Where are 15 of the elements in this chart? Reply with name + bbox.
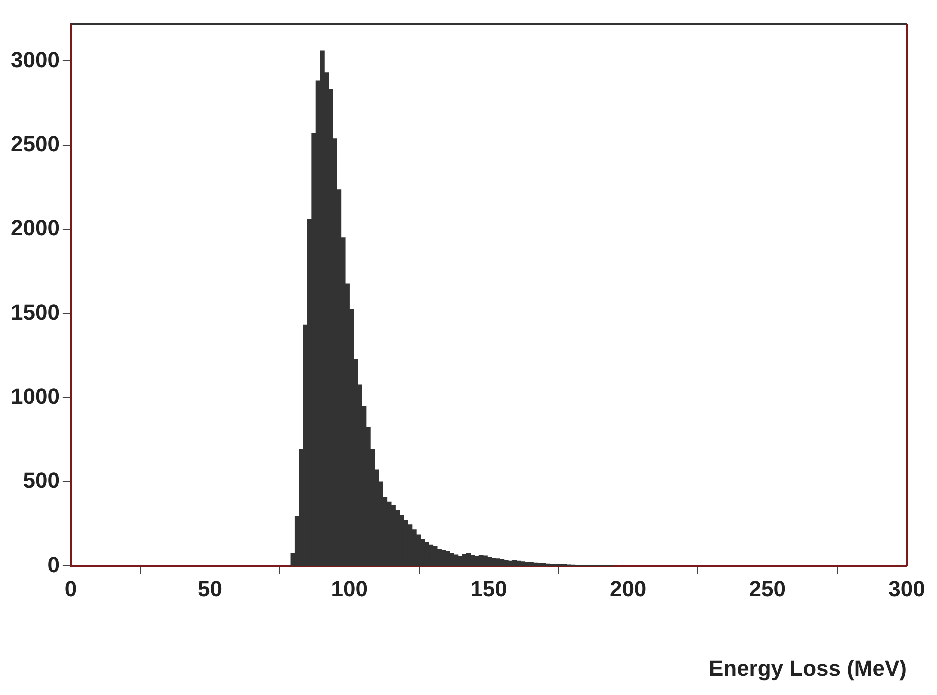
- x-tick-label: 250: [749, 576, 786, 602]
- x-axis-title: Energy Loss (MeV): [708, 656, 907, 681]
- y-tick-label: 1000: [10, 384, 60, 409]
- x-tick-label: 100: [331, 576, 368, 602]
- x-tick-label: 300: [888, 576, 926, 602]
- x-tick-label: 0: [64, 576, 78, 602]
- x-tick-label: 50: [198, 576, 223, 602]
- y-tick-label: 2500: [10, 131, 60, 156]
- y-tick-label: 2000: [10, 216, 60, 241]
- y-tick-label: 3000: [10, 47, 60, 72]
- y-tick-label: 1500: [10, 300, 60, 325]
- y-tick-label: 0: [48, 552, 60, 578]
- x-tick-label: 200: [610, 576, 647, 602]
- x-tick-label: 150: [470, 576, 508, 602]
- y-tick-label: 500: [23, 468, 60, 494]
